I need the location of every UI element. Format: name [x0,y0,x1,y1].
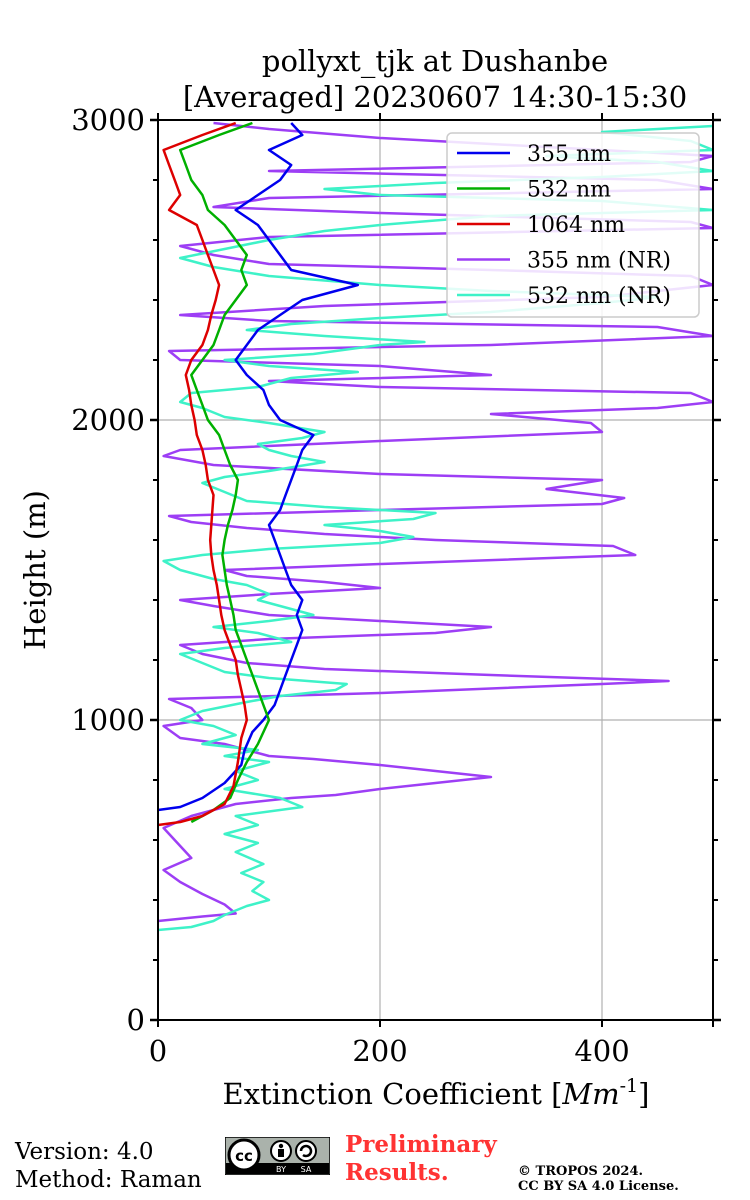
legend-label: 355 nm (NR) [527,249,671,274]
version-text: Version: 4.0 [15,1139,154,1165]
x-axis-label: Extinction Coefficient [Mm-1] [223,1075,650,1111]
x-tick-label: 200 [352,1034,407,1068]
svg-text:SA: SA [301,1165,312,1174]
series-line-532-nm [178,121,271,824]
chart-title-line1: pollyxt_tjk at Dushanbe [262,44,608,79]
chart-title-line2: [Averaged] 20230607 14:30-15:30 [183,80,687,114]
series-line-355-nm-nr [158,121,713,923]
series-line-355-nm [158,122,360,812]
x-tick-label: 400 [574,1034,629,1068]
series-group [158,121,713,932]
series-line-1064-nm [158,121,249,827]
legend-label: 355 nm [527,142,611,167]
svg-text:cc: cc [235,1147,253,1165]
method-text: Method: Raman [15,1167,202,1193]
axis-ticks: 0 200 400 0 1000 2000 3000 [71,103,721,1068]
sa-icon [295,1140,317,1162]
legend: 355 nm 532 nm 1064 nm 355 nm (NR) 532 nm (NR… [446,132,700,318]
cc-license-badge: cc BY SA [224,1136,331,1179]
y-tick-label: 1000 [71,703,145,737]
copyright-notice: © TROPOS 2024. CC BY SA 4.0 License. [518,1164,679,1194]
legend-label: 532 nm [527,178,611,203]
svg-text:BY: BY [276,1165,286,1174]
preliminary-notice: Preliminary Results. [345,1131,497,1186]
y-axis-label: Height (m) [18,490,52,650]
footer-info: Version: 4.0 Method: Raman [15,1138,202,1194]
cc-icon [227,1138,261,1172]
y-tick-label: 0 [127,1003,145,1037]
series-line-532-nm-nr [158,124,713,932]
legend-box [446,132,700,318]
legend-label: 532 nm (NR) [527,284,671,309]
legend-label: 1064 nm [527,213,625,238]
y-tick-label: 3000 [71,103,145,137]
x-tick-label: 0 [149,1034,167,1068]
y-tick-label: 2000 [71,403,145,437]
plot-frame [157,119,714,1021]
